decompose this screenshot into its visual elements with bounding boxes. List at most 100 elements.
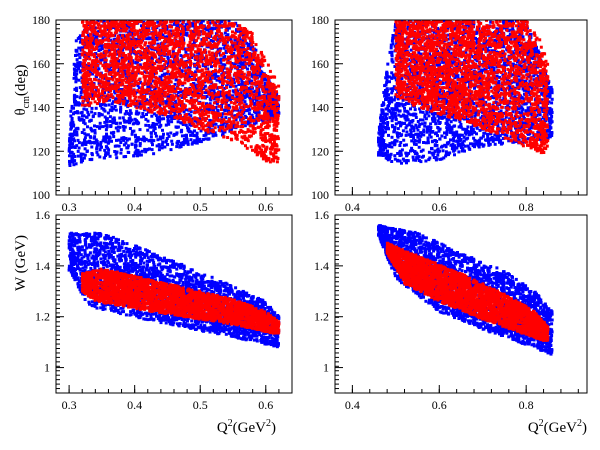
data-point — [232, 119, 236, 123]
data-point — [246, 47, 250, 51]
data-point — [122, 37, 126, 41]
data-point — [243, 100, 247, 104]
data-point — [157, 143, 161, 147]
data-point — [119, 148, 123, 152]
data-point — [217, 61, 221, 65]
data-point — [105, 97, 109, 100]
data-point — [168, 106, 172, 110]
data-point — [202, 71, 206, 75]
data-point — [141, 66, 145, 70]
data-point — [145, 66, 149, 70]
data-point — [222, 79, 226, 83]
data-point — [241, 141, 244, 145]
data-point — [110, 56, 114, 60]
data-point — [144, 51, 148, 55]
data-point — [162, 91, 166, 95]
data-point — [204, 128, 207, 132]
data-point — [115, 30, 119, 34]
data-point — [227, 124, 231, 128]
data-point — [189, 96, 193, 100]
data-point — [254, 103, 258, 107]
data-point — [128, 127, 132, 130]
data-point — [232, 114, 236, 118]
data-point — [186, 43, 190, 47]
data-point — [254, 43, 258, 47]
data-point — [145, 33, 149, 37]
data-point — [131, 69, 135, 73]
data-point — [242, 108, 246, 112]
data-point — [257, 113, 261, 117]
data-point — [168, 35, 172, 39]
data-point — [241, 61, 245, 65]
data-point — [151, 95, 155, 99]
data-point — [119, 49, 123, 53]
data-point — [149, 100, 153, 104]
data-point — [155, 67, 159, 71]
data-point — [190, 73, 194, 77]
data-point — [129, 23, 133, 27]
data-point — [233, 31, 237, 35]
data-point — [112, 116, 116, 120]
data-point — [154, 97, 158, 101]
data-point — [222, 118, 226, 122]
data-point — [178, 44, 182, 48]
data-point — [235, 137, 239, 141]
data-point — [188, 24, 192, 28]
data-point — [269, 111, 272, 115]
data-point — [178, 80, 182, 84]
data-point — [249, 115, 253, 119]
data-point — [277, 84, 281, 88]
data-point — [202, 107, 206, 111]
data-point — [132, 41, 136, 45]
data-point — [121, 125, 125, 128]
data-point — [112, 42, 116, 46]
data-point — [110, 102, 114, 106]
data-point — [114, 59, 118, 63]
data-point — [117, 78, 121, 82]
data-point — [74, 162, 78, 166]
data-point — [98, 39, 102, 43]
ylabel-theta-tail: (deg) — [13, 64, 29, 96]
data-point — [246, 67, 250, 71]
data-point — [215, 118, 219, 122]
data-point — [198, 112, 202, 116]
data-point — [180, 102, 184, 106]
data-point — [77, 103, 81, 107]
data-point — [209, 72, 213, 76]
data-point — [136, 120, 139, 124]
data-point — [214, 93, 218, 97]
data-point — [264, 147, 268, 151]
data-point — [141, 85, 145, 89]
data-point — [144, 68, 148, 72]
data-point — [121, 75, 125, 79]
data-point — [210, 88, 214, 92]
data-point — [104, 24, 108, 28]
data-point — [81, 42, 85, 46]
data-point — [110, 105, 114, 109]
data-point — [184, 88, 188, 91]
data-point — [138, 144, 142, 148]
data-point — [105, 133, 109, 137]
data-point — [236, 41, 240, 44]
data-point — [186, 56, 190, 60]
data-point — [139, 106, 143, 110]
data-point — [87, 113, 91, 117]
data-point — [205, 70, 209, 74]
data-point — [110, 69, 114, 73]
data-point — [192, 122, 196, 126]
data-point — [187, 116, 190, 120]
data-point — [243, 121, 247, 125]
data-point — [95, 147, 99, 151]
data-point — [226, 112, 230, 116]
data-point — [194, 99, 198, 103]
data-point — [73, 69, 77, 73]
data-point — [169, 148, 173, 152]
data-point — [260, 123, 263, 127]
data-point — [221, 89, 225, 92]
data-point — [104, 43, 108, 46]
data-point — [89, 87, 93, 91]
data-point — [97, 49, 101, 52]
data-point — [85, 108, 89, 112]
data-point — [200, 96, 204, 100]
data-point — [259, 130, 263, 134]
